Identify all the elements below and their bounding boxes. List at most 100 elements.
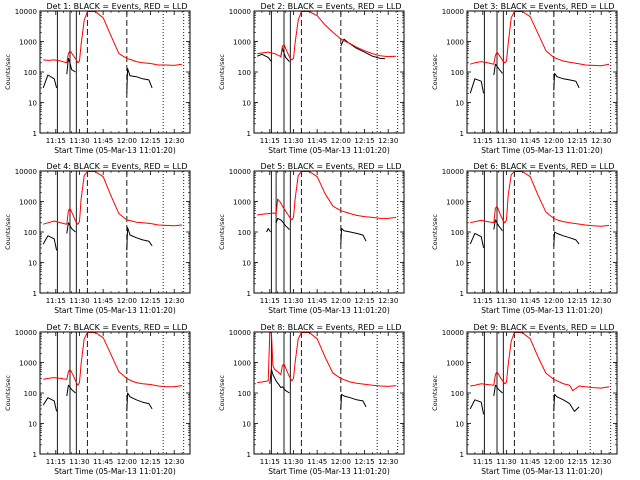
- y-tick-label: 10000: [15, 8, 37, 16]
- x-axis-label: Start Time (05-Mar-13 11:01:20): [481, 306, 603, 315]
- x-tick-label: 11:30: [496, 137, 516, 145]
- y-tick-label: 100: [24, 390, 37, 398]
- axes-frame: [253, 10, 405, 134]
- panel-det-7: Det 7: BLACK = Events, RED = LLD Counts/s…: [4, 323, 191, 476]
- y-tick-label: 10000: [229, 329, 251, 337]
- x-tick-label: 11:45: [93, 137, 113, 145]
- y-axis-label: Counts/sec: [4, 214, 12, 250]
- y-tick-label: 1000: [233, 360, 251, 368]
- panel-title: Det 9: BLACK = Events, RED = LLD: [474, 323, 615, 332]
- x-tick-label: 11:30: [69, 458, 89, 466]
- series-events: [469, 232, 485, 249]
- series-events: [493, 63, 503, 76]
- y-tick-label: 1000: [19, 39, 37, 47]
- series-events: [126, 227, 153, 251]
- series-events: [553, 72, 580, 91]
- series-events: [340, 228, 367, 245]
- x-tick-label: 11:30: [69, 297, 89, 305]
- y-tick-label: 100: [238, 229, 251, 237]
- series-events: [42, 74, 58, 89]
- axes-frame: [39, 170, 191, 294]
- x-tick-label: 12:30: [164, 297, 184, 305]
- x-axis-label: Start Time (05-Mar-13 11:01:20): [54, 467, 176, 476]
- x-tick-label: 12:00: [331, 297, 351, 305]
- y-tick-label: 1000: [233, 39, 251, 47]
- series-events: [469, 78, 485, 94]
- y-tick-label: 100: [24, 229, 37, 237]
- series-events: [126, 68, 153, 94]
- series-events: [257, 53, 272, 62]
- y-tick-label: 1: [460, 290, 464, 298]
- x-tick-label: 12:15: [140, 137, 160, 145]
- x-tick-label: 12:30: [591, 297, 611, 305]
- series-events: [340, 38, 386, 60]
- x-tick-label: 11:45: [520, 458, 540, 466]
- axes-frame: [253, 170, 405, 294]
- x-tick-label: 12:00: [544, 458, 564, 466]
- x-tick-label: 11:30: [283, 458, 303, 466]
- y-tick-label: 1: [247, 130, 251, 138]
- x-tick-label: 11:45: [93, 458, 113, 466]
- x-tick-label: 12:00: [117, 297, 137, 305]
- y-tick-label: 10000: [15, 168, 37, 176]
- x-tick-label: 11:30: [496, 458, 516, 466]
- panel-title: Det 2: BLACK = Events, RED = LLD: [261, 2, 402, 11]
- y-tick-label: 1: [460, 130, 464, 138]
- x-axis-label: Start Time (05-Mar-13 11:01:20): [268, 306, 390, 315]
- x-tick-label: 12:15: [567, 458, 587, 466]
- y-axis-label: Counts/sec: [218, 214, 226, 250]
- y-tick-label: 100: [24, 69, 37, 77]
- x-tick-label: 12:30: [378, 458, 398, 466]
- x-tick-label: 12:30: [378, 137, 398, 145]
- x-tick-label: 11:30: [283, 297, 303, 305]
- y-tick-label: 100: [238, 390, 251, 398]
- series-events: [469, 399, 485, 415]
- y-tick-label: 10: [28, 421, 37, 429]
- series-events: [66, 384, 76, 397]
- x-tick-label: 12:15: [354, 297, 374, 305]
- x-tick-label: 12:00: [331, 458, 351, 466]
- y-tick-label: 10: [455, 421, 464, 429]
- y-tick-label: 1000: [446, 199, 464, 207]
- panel-det-6: Det 6: BLACK = Events, RED = LLD Counts/s…: [431, 162, 618, 315]
- y-axis-label: Counts/sec: [4, 375, 12, 411]
- x-tick-label: 11:45: [307, 458, 327, 466]
- y-tick-label: 10: [242, 100, 251, 108]
- x-tick-label: 11:15: [260, 297, 280, 305]
- x-tick-label: 12:30: [164, 137, 184, 145]
- y-tick-label: 10000: [229, 8, 251, 16]
- series-lld: [43, 11, 183, 66]
- panel-det-3: Det 3: BLACK = Events, RED = LLD Counts/s…: [431, 2, 618, 155]
- series-events: [42, 397, 58, 412]
- x-tick-label: 11:15: [46, 458, 66, 466]
- y-tick-label: 100: [451, 390, 464, 398]
- x-tick-label: 12:15: [140, 458, 160, 466]
- axes-frame: [39, 331, 191, 455]
- series-lld: [43, 332, 183, 388]
- x-tick-label: 12:00: [544, 137, 564, 145]
- y-tick-label: 1: [247, 451, 251, 459]
- series-events: [493, 219, 503, 232]
- panel-title: Det 3: BLACK = Events, RED = LLD: [474, 2, 615, 11]
- panel-title: Det 6: BLACK = Events, RED = LLD: [474, 162, 615, 171]
- series-events: [340, 393, 367, 409]
- x-tick-label: 12:00: [544, 297, 564, 305]
- x-axis-label: Start Time (05-Mar-13 11:01:20): [481, 467, 603, 476]
- x-tick-label: 12:00: [117, 458, 137, 466]
- y-tick-label: 1: [33, 290, 37, 298]
- x-tick-label: 11:15: [260, 137, 280, 145]
- x-tick-label: 11:15: [473, 297, 493, 305]
- x-tick-label: 11:30: [496, 297, 516, 305]
- y-tick-label: 1: [33, 451, 37, 459]
- x-tick-label: 11:30: [69, 137, 89, 145]
- x-tick-label: 12:00: [117, 137, 137, 145]
- x-axis-label: Start Time (05-Mar-13 11:01:20): [54, 306, 176, 315]
- y-tick-label: 1: [460, 451, 464, 459]
- series-lld: [257, 11, 397, 61]
- y-axis-label: Counts/sec: [431, 375, 439, 411]
- series-lld: [470, 11, 610, 67]
- y-tick-label: 10000: [442, 8, 464, 16]
- y-tick-label: 100: [451, 229, 464, 237]
- series-events: [493, 384, 503, 397]
- y-tick-label: 1: [33, 130, 37, 138]
